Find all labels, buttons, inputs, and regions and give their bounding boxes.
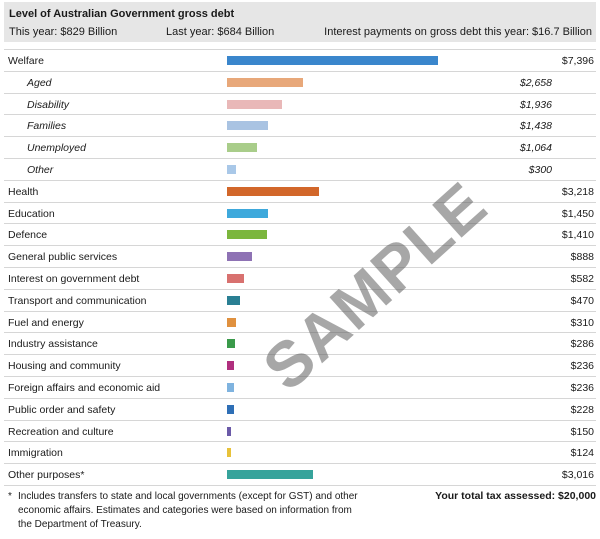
row-bar — [227, 99, 282, 109]
summary-header: Level of Australian Government gross deb… — [4, 2, 596, 42]
row-bar — [227, 295, 240, 305]
row-bar — [227, 77, 303, 87]
row-label: General public services — [8, 251, 118, 264]
row-bar — [227, 273, 244, 283]
row-amount: $2,658 — [519, 76, 552, 89]
row-amount: $286 — [570, 338, 594, 351]
row-bar — [227, 121, 268, 131]
footnote: * Includes transfers to state and local … — [8, 490, 368, 532]
table-row: Aged $2,658 — [4, 72, 596, 94]
table-row: Defence $1,410 — [4, 224, 596, 247]
row-label: Education — [8, 207, 55, 220]
row-label: Defence — [8, 229, 48, 242]
table-row: Education $1,450 — [4, 203, 596, 225]
row-bar — [227, 339, 235, 349]
row-bar — [227, 361, 234, 371]
table-row: Fuel and energy $310 — [4, 312, 596, 334]
row-bar — [227, 143, 257, 153]
table-row: Recreation and culture $150 — [4, 421, 596, 443]
row-label: Health — [8, 185, 39, 198]
row-label: Families — [27, 120, 67, 133]
row-label: Recreation and culture — [8, 425, 114, 438]
table-row: Other $300 — [4, 159, 596, 181]
row-label: Welfare — [8, 55, 44, 67]
row-bar — [227, 230, 267, 240]
row-amount: $150 — [570, 425, 594, 438]
row-label: Immigration — [8, 447, 63, 460]
row-amount: $3,218 — [561, 185, 594, 198]
spending-breakdown-list: Welfare $7,396 Aged $2,658 Disability $1,936 F… — [4, 49, 596, 486]
table-row: Immigration $124 — [4, 442, 596, 465]
row-bar — [227, 404, 234, 414]
table-row: Welfare $7,396 — [4, 50, 596, 72]
row-amount: $470 — [570, 294, 594, 307]
footnote-text: Includes transfers to state and local go… — [18, 491, 358, 530]
row-bar — [227, 164, 236, 174]
row-bar — [227, 252, 252, 262]
table-row: Families $1,438 — [4, 115, 596, 138]
row-label: Other — [27, 163, 54, 176]
row-label: Fuel and energy — [8, 316, 84, 329]
footnote-marker: * — [8, 491, 12, 502]
table-row: Health $3,218 — [4, 181, 596, 203]
table-row: Disability $1,936 — [4, 94, 596, 116]
table-row: Unemployed $1,064 — [4, 137, 596, 159]
row-label: Housing and community — [8, 360, 121, 373]
row-amount: $7,396 — [561, 55, 594, 67]
row-bar — [227, 208, 268, 218]
row-amount: $310 — [570, 316, 594, 329]
row-amount: $124 — [570, 447, 594, 460]
row-label: Industry assistance — [8, 338, 98, 351]
table-row: Interest on government debt $582 — [4, 268, 596, 290]
row-bar — [227, 186, 319, 196]
row-label: Transport and communication — [8, 294, 147, 307]
row-amount: $1,450 — [561, 207, 594, 220]
row-bar — [227, 317, 236, 327]
row-amount: $888 — [570, 251, 594, 264]
table-row: Foreign affairs and economic aid $236 — [4, 377, 596, 399]
this-year-debt: This year: $829 Billion — [9, 26, 118, 38]
row-label: Public order and safety — [8, 403, 116, 416]
row-label: Unemployed — [27, 142, 86, 155]
row-amount: $1,438 — [519, 120, 552, 133]
table-row: Transport and communication $470 — [4, 290, 596, 312]
row-amount: $236 — [570, 360, 594, 373]
row-bar — [227, 448, 231, 458]
table-row: Housing and community $236 — [4, 355, 596, 377]
row-label: Foreign affairs and economic aid — [8, 381, 161, 394]
total-tax-assessed: Your total tax assessed: $20,000 — [435, 490, 596, 502]
last-year-debt: Last year: $684 Billion — [166, 26, 275, 38]
table-row: Industry assistance $286 — [4, 333, 596, 356]
row-bar — [227, 56, 438, 65]
row-bar — [227, 470, 313, 480]
page-title: Level of Australian Government gross deb… — [9, 8, 235, 20]
row-amount: $582 — [570, 272, 594, 285]
row-amount: $1,064 — [519, 142, 552, 155]
row-amount: $1,410 — [561, 229, 594, 242]
row-amount: $300 — [528, 163, 552, 176]
row-label: Interest on government debt — [8, 272, 140, 285]
table-row: General public services $888 — [4, 246, 596, 268]
interest-payments: Interest payments on gross debt this yea… — [324, 26, 592, 38]
table-row: Public order and safety $228 — [4, 399, 596, 421]
row-amount: $3,016 — [561, 469, 594, 482]
row-bar — [227, 382, 234, 392]
row-label: Other purposes* — [8, 469, 85, 482]
row-amount: $228 — [570, 403, 594, 416]
row-amount: $1,936 — [519, 98, 552, 111]
table-row: Other purposes* $3,016 — [4, 464, 596, 486]
row-amount: $236 — [570, 381, 594, 394]
row-bar — [227, 426, 231, 436]
row-label: Disability — [27, 98, 70, 111]
row-label: Aged — [27, 76, 52, 89]
